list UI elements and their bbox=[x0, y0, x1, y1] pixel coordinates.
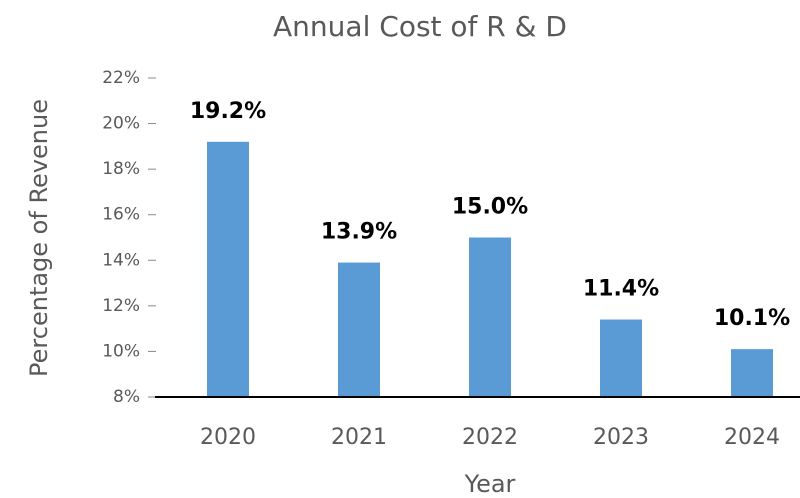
y-tick-label: 14% bbox=[102, 250, 140, 270]
value-label: 19.2% bbox=[190, 99, 266, 124]
bar bbox=[338, 262, 380, 397]
x-tick-label: 2021 bbox=[331, 425, 387, 450]
x-tick-label: 2020 bbox=[200, 425, 256, 450]
value-label: 10.1% bbox=[714, 306, 790, 331]
x-tick-label: 2024 bbox=[724, 425, 780, 450]
y-tick-label: 18% bbox=[102, 159, 140, 179]
y-tick-label: 12% bbox=[102, 296, 140, 316]
x-tick-label: 2023 bbox=[593, 425, 649, 450]
value-label: 11.4% bbox=[583, 277, 659, 302]
y-axis-label: Percentage of Revenue bbox=[25, 99, 53, 377]
bar bbox=[469, 237, 511, 397]
bar bbox=[731, 349, 773, 397]
bar bbox=[207, 141, 249, 397]
bar bbox=[600, 319, 642, 397]
chart-title: Annual Cost of R & D bbox=[273, 10, 567, 43]
x-axis-label: Year bbox=[464, 470, 516, 498]
y-tick-label: 16% bbox=[102, 205, 140, 225]
value-label: 15.0% bbox=[452, 195, 528, 220]
y-tick-label: 8% bbox=[113, 387, 140, 407]
value-label: 13.9% bbox=[321, 220, 397, 245]
y-tick-label: 20% bbox=[102, 114, 140, 134]
y-tick-label: 10% bbox=[102, 341, 140, 361]
y-tick-label: 22% bbox=[102, 68, 140, 88]
x-tick-label: 2022 bbox=[462, 425, 518, 450]
